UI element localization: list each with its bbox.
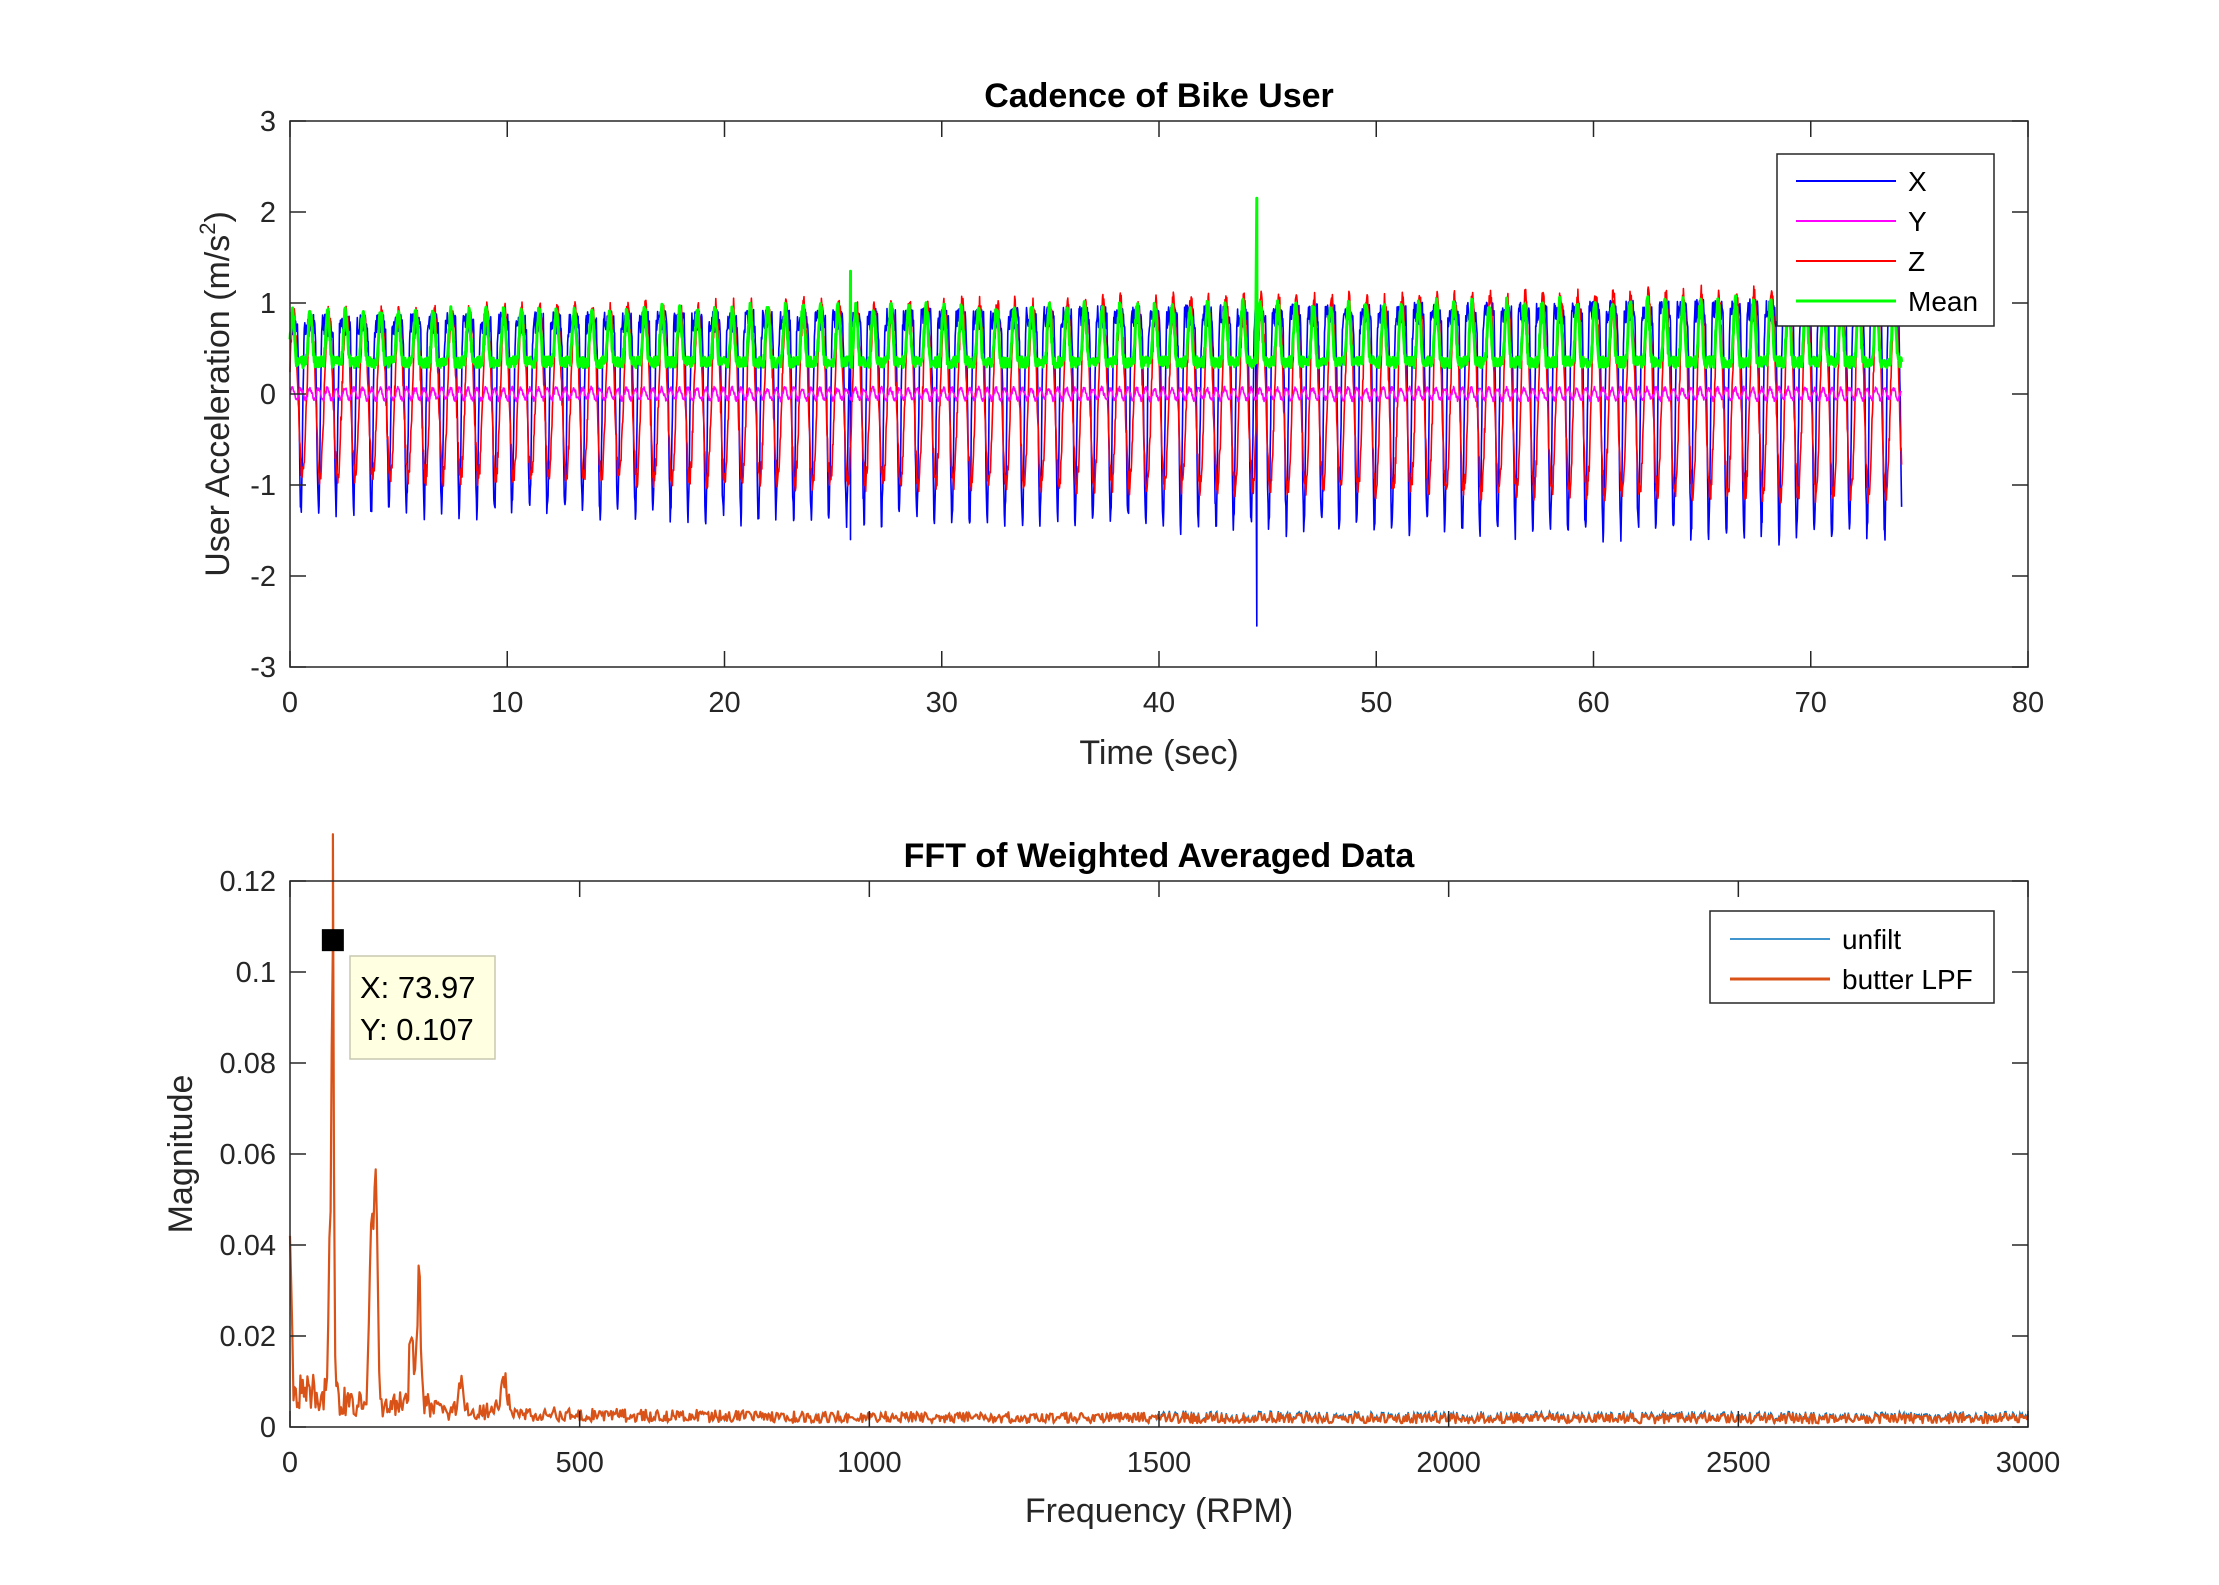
y-tick-label: 3 xyxy=(260,106,276,138)
datatip-x-text: X: 73.97 xyxy=(360,970,475,1005)
datatip-marker[interactable] xyxy=(321,929,344,952)
fft-x-axis-label: Frequency (RPM) xyxy=(1025,1492,1293,1530)
x-tick-label: 3000 xyxy=(1996,1447,2061,1479)
y-tick-label: 0.1 xyxy=(236,957,276,989)
x-tick-label: 2000 xyxy=(1416,1447,1481,1479)
y-tick-label: 0.04 xyxy=(220,1230,276,1262)
cadence-x-axis-label: Time (sec) xyxy=(1079,734,1238,772)
x-tick-label: 40 xyxy=(1143,687,1175,719)
x-tick-label: 80 xyxy=(2012,687,2044,719)
fft-chart-title: FFT of Weighted Averaged Data xyxy=(904,837,1416,875)
legend-label-z: Z xyxy=(1908,246,1925,277)
y-tick-label: 0 xyxy=(260,1412,276,1444)
x-tick-label: 10 xyxy=(491,687,523,719)
y-tick-label: 0.02 xyxy=(220,1321,276,1353)
fft-x-ticks: 0 500 1000 1500 2000 2500 3000 xyxy=(282,881,2060,1479)
fft-legend: unfilt butter LPF xyxy=(1709,910,1995,1004)
x-tick-label: 0 xyxy=(282,687,298,719)
legend-label-butter-lpf: butter LPF xyxy=(1842,964,1973,995)
y-tick-label: -3 xyxy=(250,652,276,684)
x-tick-label: 30 xyxy=(926,687,958,719)
y-tick-label: -2 xyxy=(250,561,276,593)
x-tick-label: 1500 xyxy=(1127,1447,1192,1479)
fft-axes: 0 500 1000 1500 2000 2500 3000 0 0.02 0.04 0.06 0.… xyxy=(162,833,2060,1530)
cadence-legend: XYZ Mean xyxy=(1776,153,1995,327)
x-tick-label: 70 xyxy=(1795,687,1827,719)
y-tick-label: 0.06 xyxy=(220,1139,276,1171)
legend-label-x: X xyxy=(1908,166,1927,197)
legend-box xyxy=(1776,153,1995,327)
series-line-y xyxy=(289,385,1903,403)
y-tick-label: 0.08 xyxy=(220,1048,276,1080)
legend-label-y: Y xyxy=(1908,206,1927,237)
y-tick-label: -1 xyxy=(250,470,276,502)
x-tick-label: 0 xyxy=(282,1447,298,1479)
cadence-x-ticks: 0 10 20 30 40 50 60 70 80 xyxy=(282,121,2044,719)
fft-datatip[interactable]: X: 73.97 Y: 0.107 xyxy=(321,929,496,1060)
cadence-y-axis-label: User Acceleration (m/s2) xyxy=(195,211,237,577)
legend-box xyxy=(1709,910,1995,1004)
series-line-mean xyxy=(288,196,1904,370)
cadence-y-label-sup: 2 xyxy=(195,223,220,235)
y-tick-label: 0.12 xyxy=(220,866,276,898)
fft-y-ticks: 0 0.02 0.04 0.06 0.08 0.1 0.12 xyxy=(220,866,2028,1444)
datatip-box xyxy=(349,955,496,1060)
cadence-series-lines xyxy=(288,196,1904,627)
x-tick-label: 50 xyxy=(1360,687,1392,719)
x-tick-label: 500 xyxy=(555,1447,603,1479)
legend-label-unfilt: unfilt xyxy=(1842,924,1901,955)
y-tick-label: 2 xyxy=(260,197,276,229)
datatip-y-text: Y: 0.107 xyxy=(360,1012,474,1047)
fft-y-axis-label: Magnitude xyxy=(162,1075,200,1234)
cadence-chart-title: Cadence of Bike User xyxy=(984,77,1334,115)
x-tick-label: 60 xyxy=(1577,687,1609,719)
x-tick-label: 2500 xyxy=(1706,1447,1771,1479)
x-tick-label: 20 xyxy=(708,687,740,719)
x-tick-label: 1000 xyxy=(837,1447,902,1479)
cadence-axes: 0 10 20 30 40 50 60 70 80 -3 -2 -1 0 1 2 3 Cadence of … xyxy=(195,77,2044,772)
legend-label-mean: Mean xyxy=(1908,286,1978,317)
y-tick-label: 1 xyxy=(260,288,276,320)
cadence-y-label-main: User Acceleration (m/s xyxy=(199,235,237,577)
cadence-y-ticks: -3 -2 -1 0 1 2 3 xyxy=(250,106,2028,684)
cadence-y-label-end: ) xyxy=(199,211,237,222)
y-tick-label: 0 xyxy=(260,379,276,411)
